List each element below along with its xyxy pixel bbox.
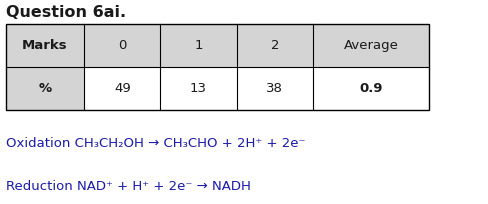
Text: 49: 49 bbox=[114, 82, 130, 95]
Text: 1: 1 bbox=[194, 39, 203, 52]
Text: Reduction NAD⁺ + H⁺ + 2e⁻ → NADH: Reduction NAD⁺ + H⁺ + 2e⁻ → NADH bbox=[6, 180, 250, 193]
Text: 13: 13 bbox=[190, 82, 206, 95]
Bar bbox=[6, 67, 84, 110]
Text: 2: 2 bbox=[270, 39, 279, 52]
Text: Average: Average bbox=[343, 39, 398, 52]
Text: 0.9: 0.9 bbox=[359, 82, 382, 95]
Text: %: % bbox=[39, 82, 52, 95]
Text: Question 6ai.: Question 6ai. bbox=[6, 5, 126, 20]
Text: 38: 38 bbox=[266, 82, 283, 95]
Text: 0: 0 bbox=[118, 39, 126, 52]
Bar bbox=[6, 24, 428, 67]
Text: Marks: Marks bbox=[22, 39, 68, 52]
Bar bbox=[6, 24, 428, 110]
Text: Oxidation CH₃CH₂OH → CH₃CHO + 2H⁺ + 2e⁻: Oxidation CH₃CH₂OH → CH₃CHO + 2H⁺ + 2e⁻ bbox=[6, 137, 305, 150]
